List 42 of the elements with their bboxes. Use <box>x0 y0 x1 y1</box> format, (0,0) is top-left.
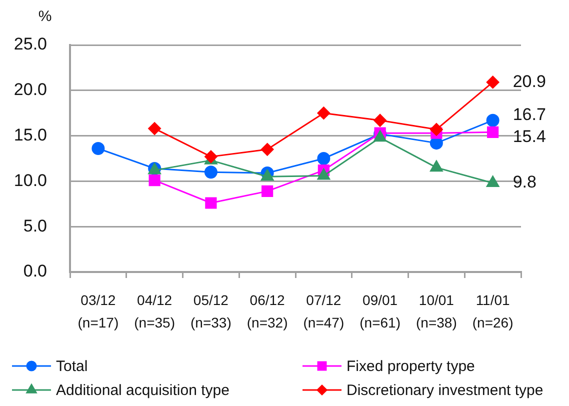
point <box>486 176 500 188</box>
y-tick-label: 10.0 <box>14 170 47 190</box>
point <box>486 76 500 89</box>
point <box>317 106 330 120</box>
x-tick-label: 09/01 (n=61) <box>360 292 400 330</box>
x-tick-label: 05/12 (n=33) <box>190 292 232 330</box>
point <box>374 130 387 142</box>
y-axis-title: % <box>38 8 52 26</box>
legend-label: Discretionary investment type <box>346 382 544 400</box>
data-label: 15.4 <box>512 126 546 146</box>
x-tick-label: 03/12 (n=17) <box>78 292 119 330</box>
data-label: 20.9 <box>512 72 546 91</box>
x-tick-label: 11/01 (n=26) <box>472 292 514 330</box>
point <box>317 152 330 165</box>
x-tick-label: 04/12 (n=35) <box>134 292 175 330</box>
y-tick-label: 15.0 <box>14 125 47 144</box>
point <box>430 122 443 136</box>
point <box>260 169 274 181</box>
point <box>205 197 217 209</box>
point <box>317 168 330 180</box>
x-tick-label: 07/12 (n=47) <box>303 292 344 330</box>
x-tick-label: 10/01 (n=38) <box>416 292 457 330</box>
data-label: 16.7 <box>512 104 546 124</box>
y-tick-label: 5.0 <box>23 216 47 236</box>
point <box>262 185 274 197</box>
legend-label: Fixed property type <box>346 358 475 376</box>
point <box>260 142 274 156</box>
y-tick-label: 0.0 <box>23 262 47 281</box>
point <box>487 126 499 138</box>
point <box>204 166 218 179</box>
point <box>486 114 500 127</box>
legend-label: Additional acquisition type <box>56 382 230 400</box>
x-tick-label: 06/12 (n=32) <box>246 292 288 330</box>
point <box>430 160 443 172</box>
y-tick-label: 25.0 <box>14 34 47 54</box>
data-label: 9.8 <box>512 172 536 192</box>
y-tick-label: 20.0 <box>14 80 47 100</box>
point <box>148 174 160 186</box>
point <box>148 122 162 136</box>
point <box>374 114 387 127</box>
point <box>92 142 105 156</box>
legend-label: Total <box>56 358 88 376</box>
